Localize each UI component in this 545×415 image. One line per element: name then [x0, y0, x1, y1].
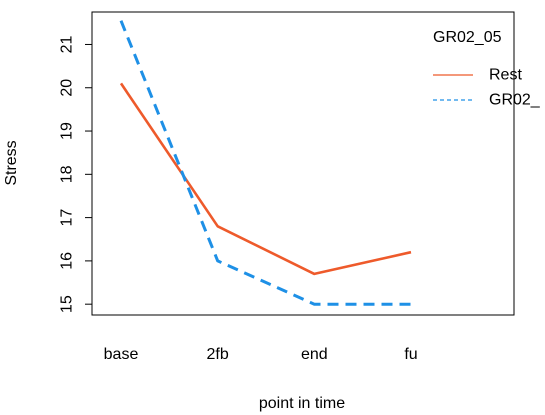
x-axis: base 2fb end fu [104, 346, 418, 363]
y-tick-label: 19 [59, 122, 76, 140]
y-axis: 15 16 17 18 19 20 21 [59, 35, 92, 313]
y-tick-label: 21 [59, 35, 76, 53]
x-tick-label: 2fb [207, 346, 229, 363]
x-axis-label: point in time [259, 395, 345, 412]
series-layer [119, 20, 412, 306]
plot-frame [91, 11, 515, 316]
y-tick-label: 15 [59, 295, 76, 313]
y-tick-label: 20 [59, 79, 76, 97]
x-tick-label: base [104, 346, 139, 363]
series-line-2 [119, 20, 411, 306]
legend: GR02_05 Rest GR02_ [433, 29, 541, 109]
y-axis-label: Stress [3, 140, 20, 185]
x-tick-label: fu [404, 346, 417, 363]
x-tick-label: end [301, 346, 328, 363]
legend-label-1: Rest [489, 67, 522, 84]
legend-label-2: GR02_ [489, 92, 541, 109]
y-tick-label: 17 [59, 209, 76, 227]
series-line-1 [119, 82, 412, 276]
y-tick-label: 18 [59, 165, 76, 183]
y-tick-label: 16 [59, 252, 76, 270]
legend-title: GR02_05 [433, 29, 502, 46]
